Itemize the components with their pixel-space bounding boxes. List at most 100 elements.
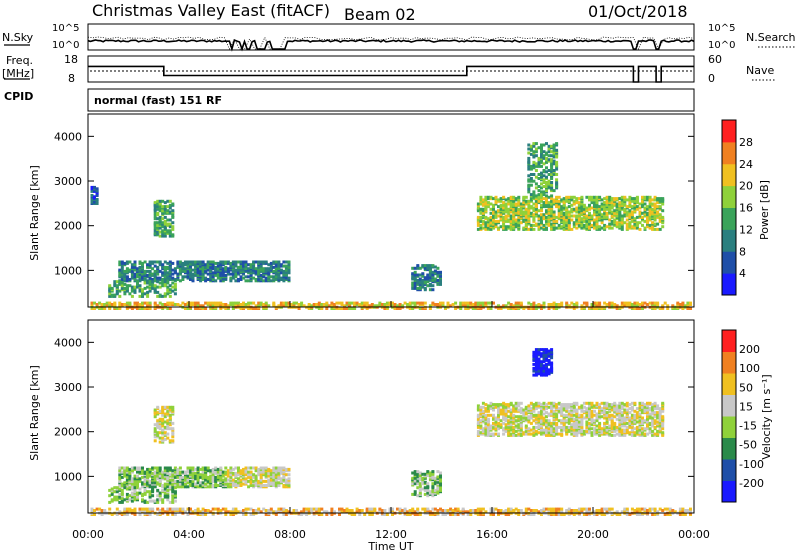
power-cell — [330, 307, 334, 310]
power-cell — [338, 307, 341, 310]
power-cell — [534, 154, 538, 158]
velocity-cell — [519, 415, 523, 419]
power-cell — [171, 289, 175, 293]
power-cell — [638, 202, 642, 206]
velocity-cell — [133, 507, 137, 511]
power-cell — [620, 214, 624, 218]
power-cell — [239, 275, 243, 279]
power-cell — [519, 209, 523, 213]
power-cell — [676, 301, 680, 305]
velocity-cell — [512, 416, 516, 420]
power-cell — [411, 272, 415, 276]
power-cell — [284, 268, 288, 272]
velocity-cell — [320, 507, 324, 511]
velocity-cell — [653, 513, 657, 516]
velocity-cell — [542, 419, 546, 423]
velocity-cell — [168, 481, 172, 485]
power-cell — [161, 234, 165, 238]
power-cell — [439, 282, 442, 286]
power-cell — [605, 195, 609, 199]
power-cell — [628, 209, 632, 213]
power-cell — [603, 211, 607, 215]
power-cell — [181, 275, 185, 279]
velocity-cell — [153, 408, 157, 412]
power-cell — [365, 301, 369, 305]
power-cell — [656, 210, 660, 214]
y-tick-label: 2000 — [54, 220, 82, 233]
velocity-cell — [138, 477, 142, 481]
velocity-cell — [257, 473, 261, 477]
velocity-cell — [211, 470, 215, 474]
power-cell — [161, 303, 165, 306]
power-cell — [633, 206, 637, 210]
power-cell — [186, 275, 190, 279]
velocity-cell — [418, 478, 422, 482]
velocity-cell — [206, 479, 210, 483]
velocity-cell — [355, 507, 359, 511]
power-cell — [433, 280, 437, 284]
power-cell — [522, 226, 526, 230]
velocity-cell — [214, 482, 218, 486]
power-cell — [663, 301, 667, 305]
power-cell — [479, 301, 483, 305]
velocity-cell — [267, 471, 271, 475]
power-cell — [532, 307, 536, 310]
velocity-cell — [237, 477, 240, 481]
power-cell — [118, 263, 122, 267]
power-cell — [168, 301, 172, 305]
power-cell — [259, 260, 263, 264]
power-cell — [244, 275, 248, 279]
power-cell — [565, 221, 569, 225]
power-cell — [247, 301, 251, 305]
power-cell — [269, 265, 273, 269]
velocity-cell — [494, 432, 498, 436]
power-cell — [262, 303, 266, 306]
power-cell — [514, 218, 518, 222]
velocity-cell — [595, 509, 599, 512]
power-cell — [522, 218, 526, 222]
power-cell — [598, 210, 602, 214]
power-cell — [630, 205, 634, 209]
power-cell — [327, 304, 331, 308]
power-cell — [120, 303, 124, 306]
velocity-cell — [209, 469, 213, 473]
power-cell — [360, 301, 364, 305]
power-cell — [191, 279, 195, 283]
velocity-cell — [431, 470, 435, 474]
velocity-cell — [534, 413, 538, 417]
velocity-cell — [406, 510, 410, 514]
power-cell — [380, 303, 384, 306]
velocity-cell — [206, 469, 210, 473]
velocity-cell — [646, 509, 649, 512]
power-cell — [499, 203, 503, 207]
power-cell — [163, 275, 167, 279]
power-cell — [226, 260, 230, 264]
velocity-cell — [476, 417, 480, 421]
power-cell — [532, 304, 536, 308]
velocity-cell — [189, 466, 192, 470]
velocity-cell — [529, 421, 533, 425]
power-cell — [216, 304, 220, 308]
power-cell — [529, 152, 533, 156]
power-cell — [221, 267, 225, 271]
velocity-cell — [588, 510, 591, 514]
velocity-cell — [247, 466, 251, 470]
velocity-cell — [537, 431, 541, 435]
power-cell — [567, 218, 571, 222]
power-cell — [562, 217, 566, 221]
power-cell — [163, 225, 167, 229]
power-cell — [171, 225, 175, 229]
power-cell — [413, 281, 417, 285]
power-cell — [163, 265, 167, 269]
velocity-cell — [317, 507, 321, 511]
power-cell — [439, 278, 442, 282]
velocity-cell — [560, 403, 564, 407]
power-cell — [103, 303, 107, 306]
velocity-cell — [416, 479, 420, 483]
power-cell — [575, 301, 579, 305]
power-cell — [411, 284, 415, 288]
power-cell — [330, 304, 334, 308]
power-cell — [252, 307, 256, 310]
velocity-cell — [668, 510, 672, 514]
velocity-cell — [514, 401, 518, 405]
